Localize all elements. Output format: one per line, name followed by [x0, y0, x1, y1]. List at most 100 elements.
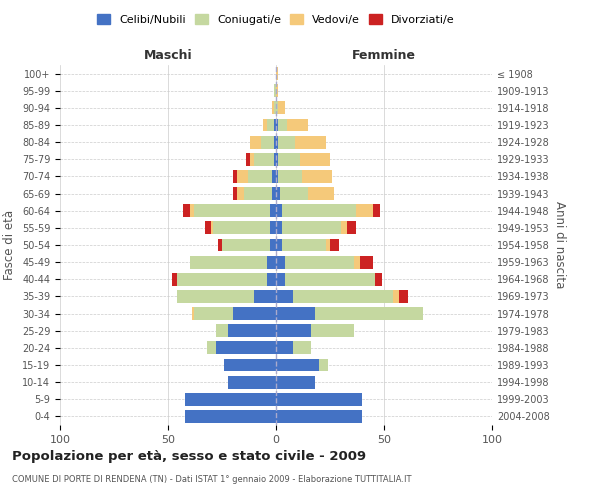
Bar: [276, 238, 283, 252]
Bar: [283, 204, 356, 217]
Bar: [354, 256, 360, 268]
Bar: [190, 204, 194, 217]
Bar: [341, 222, 347, 234]
Bar: [244, 187, 272, 200]
Bar: [233, 187, 237, 200]
Bar: [330, 238, 338, 252]
Bar: [269, 204, 276, 217]
Bar: [276, 290, 293, 303]
Bar: [250, 153, 254, 166]
Bar: [269, 222, 276, 234]
Bar: [295, 136, 326, 148]
Bar: [293, 342, 311, 354]
Bar: [276, 358, 319, 372]
Bar: [278, 153, 300, 166]
Bar: [254, 153, 274, 166]
Bar: [276, 376, 315, 388]
Bar: [315, 307, 423, 320]
Bar: [276, 118, 278, 132]
Bar: [176, 290, 254, 303]
Bar: [276, 84, 278, 97]
Bar: [269, 238, 276, 252]
Bar: [356, 204, 373, 217]
Bar: [272, 187, 276, 200]
Bar: [276, 410, 362, 423]
Bar: [229, 324, 276, 337]
Bar: [274, 153, 276, 166]
Bar: [276, 307, 315, 320]
Bar: [261, 136, 274, 148]
Bar: [274, 102, 276, 114]
Bar: [308, 187, 334, 200]
Bar: [276, 102, 278, 114]
Bar: [276, 187, 280, 200]
Bar: [276, 170, 278, 183]
Bar: [185, 393, 276, 406]
Bar: [250, 136, 261, 148]
Bar: [319, 358, 328, 372]
Bar: [276, 67, 278, 80]
Bar: [214, 222, 269, 234]
Bar: [276, 153, 278, 166]
Bar: [274, 136, 276, 148]
Y-axis label: Fasce di età: Fasce di età: [4, 210, 16, 280]
Bar: [287, 118, 308, 132]
Bar: [326, 238, 330, 252]
Bar: [246, 153, 250, 166]
Bar: [360, 256, 373, 268]
Bar: [276, 222, 283, 234]
Bar: [222, 238, 269, 252]
Bar: [211, 222, 214, 234]
Bar: [192, 307, 194, 320]
Bar: [300, 153, 330, 166]
Bar: [276, 324, 311, 337]
Bar: [302, 170, 332, 183]
Bar: [185, 410, 276, 423]
Bar: [276, 256, 284, 268]
Bar: [347, 222, 356, 234]
Bar: [268, 273, 276, 285]
Bar: [194, 204, 269, 217]
Bar: [278, 102, 284, 114]
Bar: [278, 170, 302, 183]
Bar: [283, 238, 326, 252]
Bar: [399, 290, 408, 303]
Bar: [254, 290, 276, 303]
Bar: [276, 393, 362, 406]
Bar: [190, 256, 268, 268]
Bar: [268, 118, 274, 132]
Bar: [392, 290, 399, 303]
Bar: [224, 358, 276, 372]
Bar: [376, 273, 382, 285]
Bar: [283, 222, 341, 234]
Bar: [311, 324, 354, 337]
Bar: [276, 136, 278, 148]
Bar: [237, 170, 248, 183]
Bar: [274, 84, 276, 97]
Bar: [280, 187, 308, 200]
Bar: [233, 170, 237, 183]
Bar: [274, 118, 276, 132]
Bar: [233, 307, 276, 320]
Bar: [278, 118, 287, 132]
Text: Femmine: Femmine: [352, 48, 416, 62]
Bar: [272, 102, 274, 114]
Bar: [284, 273, 376, 285]
Bar: [263, 118, 268, 132]
Bar: [272, 170, 276, 183]
Bar: [276, 204, 283, 217]
Bar: [268, 256, 276, 268]
Bar: [205, 222, 211, 234]
Bar: [172, 273, 176, 285]
Bar: [194, 307, 233, 320]
Bar: [248, 170, 272, 183]
Bar: [278, 136, 295, 148]
Y-axis label: Anni di nascita: Anni di nascita: [553, 202, 566, 288]
Legend: Celibi/Nubili, Coniugati/e, Vedovi/e, Divorziati/e: Celibi/Nubili, Coniugati/e, Vedovi/e, Di…: [94, 10, 458, 28]
Bar: [229, 376, 276, 388]
Bar: [183, 204, 190, 217]
Text: Maschi: Maschi: [143, 48, 193, 62]
Bar: [284, 256, 354, 268]
Bar: [218, 238, 222, 252]
Bar: [207, 342, 215, 354]
